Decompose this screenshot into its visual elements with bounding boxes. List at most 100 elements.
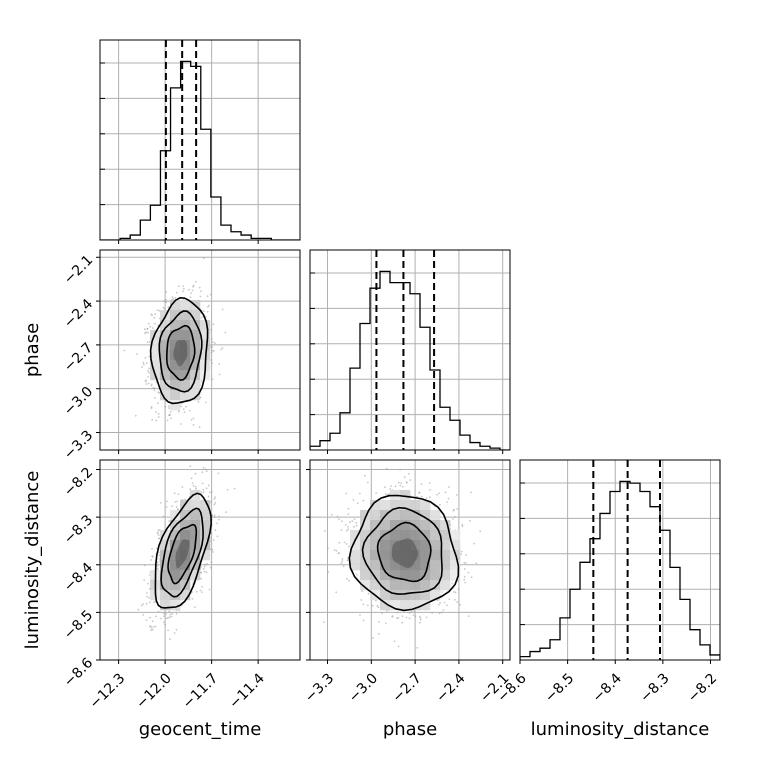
scatter-point xyxy=(233,487,236,490)
scatter-point xyxy=(456,508,458,510)
scatter-point xyxy=(442,609,445,611)
scatter-point xyxy=(428,482,431,484)
contour-line xyxy=(160,507,204,598)
scatter-point xyxy=(175,291,178,294)
scatter-point xyxy=(375,492,378,494)
scatter-point xyxy=(155,419,158,422)
scatter-point xyxy=(333,549,336,551)
density-bin xyxy=(170,400,181,411)
scatter-point xyxy=(453,598,456,601)
scatter-point xyxy=(403,476,406,478)
density-bin xyxy=(390,560,401,571)
scatter-point xyxy=(153,601,156,604)
density-bin xyxy=(420,510,431,521)
scatter-point xyxy=(467,571,470,574)
scatter-point xyxy=(195,590,198,593)
density-bin xyxy=(190,500,201,511)
scatter-point xyxy=(152,387,155,389)
contour-line xyxy=(166,324,196,382)
scatter-point xyxy=(335,549,338,552)
scatter-point xyxy=(170,417,172,420)
x-tick-label: −2.4 xyxy=(433,670,468,705)
x-tick-label: −8.4 xyxy=(590,670,625,705)
scatter-point xyxy=(157,402,159,405)
scatter-point xyxy=(443,601,446,604)
density-bin xyxy=(180,510,191,521)
scatter-point xyxy=(167,629,170,632)
density-bin xyxy=(430,550,441,561)
scatter-point xyxy=(453,508,455,511)
scatter-point xyxy=(391,615,394,618)
scatter-point xyxy=(200,316,203,319)
scatter-point xyxy=(361,590,364,593)
scatter-point xyxy=(202,567,205,570)
scatter-point xyxy=(448,486,450,488)
scatter-point xyxy=(330,513,333,516)
density-bin xyxy=(170,570,181,581)
scatter-point xyxy=(408,612,411,614)
scatter-point xyxy=(397,616,400,619)
density-bin xyxy=(390,540,401,551)
scatter-point xyxy=(168,616,171,619)
scatter-point xyxy=(213,539,215,541)
density-bin xyxy=(400,520,411,531)
density-bin xyxy=(360,510,371,521)
scatter-point xyxy=(145,619,148,621)
density-bin xyxy=(380,600,391,611)
scatter-point xyxy=(154,625,157,628)
scatter-point xyxy=(200,571,203,574)
scatter-point xyxy=(214,502,217,504)
density-bin xyxy=(350,550,361,561)
scatter-point xyxy=(204,563,207,566)
scatter-point xyxy=(397,481,400,484)
density-bin xyxy=(430,530,441,541)
density-bin xyxy=(410,560,421,571)
density-bin xyxy=(170,600,181,611)
y-axis-label-luminosity_distance: luminosity_distance xyxy=(22,471,43,650)
scatter-point xyxy=(182,285,185,287)
scatter-point xyxy=(405,481,408,483)
scatter-point xyxy=(206,295,209,298)
x-tick-label: −8.5 xyxy=(542,670,577,705)
histogram-phase xyxy=(310,270,510,450)
density-bin xyxy=(170,350,181,361)
scatter-point xyxy=(394,485,397,488)
scatter-point xyxy=(399,484,402,487)
density-bin xyxy=(190,510,201,521)
scatter-point xyxy=(209,491,211,494)
scatter-point xyxy=(157,412,160,415)
contour-fill xyxy=(175,539,190,569)
scatter-point xyxy=(202,488,205,491)
scatter-point xyxy=(439,503,441,506)
scatter-point xyxy=(211,349,214,352)
scatter-point xyxy=(162,515,165,518)
density-bin xyxy=(190,530,201,541)
scatter-point xyxy=(147,376,149,378)
density-bin xyxy=(180,530,191,541)
scatter-point xyxy=(459,603,461,606)
hist-panel-phase xyxy=(309,249,511,454)
density-bin xyxy=(190,310,201,321)
scatter-point xyxy=(460,553,463,555)
density-bin xyxy=(410,540,421,551)
scatter-point xyxy=(216,535,219,538)
scatter-point xyxy=(218,373,221,376)
scatter-point xyxy=(405,616,408,619)
density-bin xyxy=(160,390,171,401)
density-bin xyxy=(440,560,451,571)
scatter-point xyxy=(469,519,471,522)
y-tick-label: −8.2 xyxy=(61,465,96,500)
scatter-point xyxy=(347,556,349,559)
density-bin xyxy=(370,520,381,531)
density-bin xyxy=(370,540,381,551)
scatter-point xyxy=(188,288,191,291)
scatter-point xyxy=(226,488,229,491)
contours xyxy=(154,492,213,609)
scatter-point xyxy=(209,566,212,569)
scatter-point xyxy=(210,359,213,362)
density-bin xyxy=(350,560,361,571)
scatter-point xyxy=(342,565,345,568)
scatter-point xyxy=(210,490,213,493)
scatter-point xyxy=(199,295,202,298)
scatter-point xyxy=(143,363,145,366)
